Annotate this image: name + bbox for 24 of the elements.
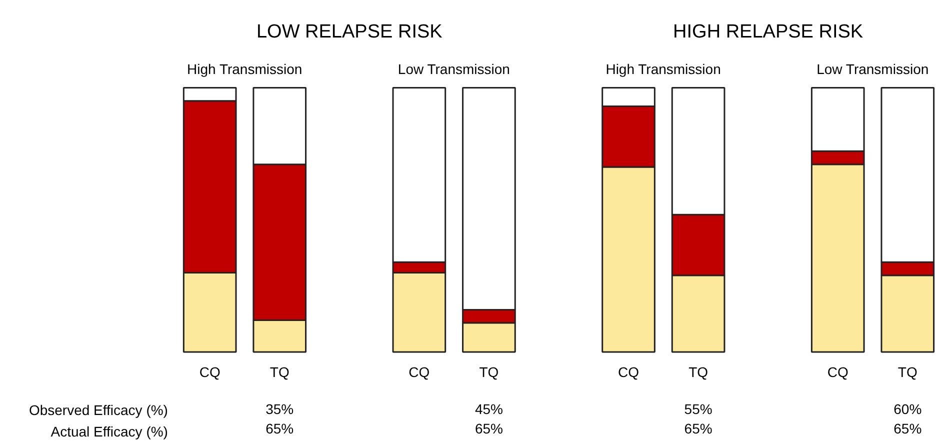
x-tick-label: CQ	[408, 364, 430, 380]
text: 55%	[684, 400, 712, 417]
text: 65%	[474, 420, 503, 437]
text: Observed Efficacy (%)	[28, 402, 168, 418]
x-tick-label: CQ	[199, 364, 220, 380]
text: 65%	[894, 420, 922, 437]
text: High Transmission	[606, 61, 721, 78]
x-tick-label: TQ	[479, 364, 499, 380]
text: 65%	[684, 420, 712, 437]
x-tick-label: TQ	[270, 364, 290, 380]
x-tick-label: CQ	[618, 364, 640, 380]
text: Actual Efficacy (%)	[50, 423, 168, 440]
x-tick-label: CQ	[827, 364, 848, 380]
text: Low Transmission	[398, 61, 510, 78]
x-tick-label: TQ	[898, 364, 918, 380]
text: 65%	[266, 420, 294, 437]
x-tick-label: TQ	[688, 364, 708, 380]
text: HIGH RELAPSE RISK	[673, 22, 864, 43]
text: High Transmission	[187, 61, 302, 78]
text: Low Transmission	[816, 61, 929, 78]
text: 45%	[474, 400, 503, 417]
text: 35%	[266, 400, 294, 417]
text: 60%	[894, 400, 922, 417]
text: LOW RELAPSE RISK	[256, 22, 443, 43]
